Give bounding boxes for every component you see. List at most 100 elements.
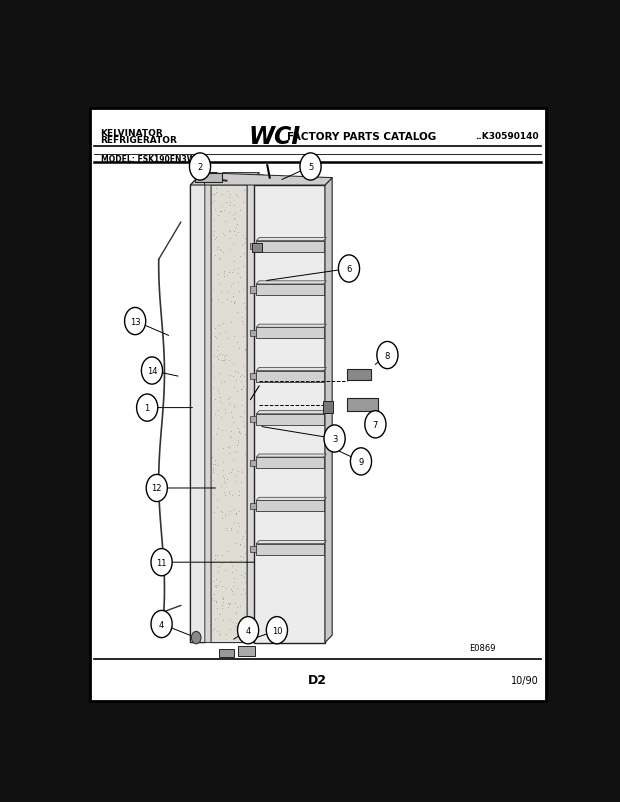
Point — [208, 431, 218, 444]
Point — [211, 573, 221, 585]
Point — [232, 436, 242, 449]
Text: 7: 7 — [373, 420, 378, 429]
Point — [226, 555, 236, 568]
Point — [234, 489, 244, 502]
Point — [224, 488, 234, 500]
Point — [232, 582, 242, 595]
Point — [233, 464, 243, 477]
Point — [237, 360, 247, 373]
Point — [220, 510, 230, 523]
Polygon shape — [202, 173, 332, 186]
Point — [210, 613, 220, 626]
Polygon shape — [325, 178, 332, 642]
Point — [208, 225, 218, 238]
Polygon shape — [247, 176, 264, 642]
Circle shape — [339, 256, 360, 283]
Polygon shape — [190, 173, 217, 642]
Point — [211, 183, 221, 196]
FancyBboxPatch shape — [347, 399, 378, 411]
Polygon shape — [256, 415, 324, 425]
Point — [240, 343, 250, 356]
Point — [218, 354, 228, 367]
Point — [225, 613, 235, 626]
Point — [219, 475, 229, 488]
Point — [239, 370, 249, 383]
Point — [229, 503, 239, 516]
Point — [221, 628, 231, 641]
Point — [213, 602, 223, 614]
Point — [218, 549, 228, 561]
Point — [228, 266, 237, 279]
Circle shape — [190, 154, 211, 180]
Point — [225, 232, 235, 245]
Point — [210, 330, 219, 343]
Point — [215, 608, 225, 621]
Polygon shape — [254, 178, 332, 186]
Point — [224, 354, 234, 367]
Point — [229, 296, 239, 309]
Polygon shape — [256, 455, 326, 457]
Point — [224, 598, 234, 611]
Point — [226, 295, 236, 308]
Point — [239, 541, 249, 553]
Point — [211, 596, 221, 609]
Point — [210, 393, 220, 406]
Point — [211, 232, 221, 245]
Point — [237, 196, 247, 209]
Point — [217, 296, 227, 309]
Point — [223, 597, 233, 610]
Point — [223, 286, 233, 299]
Point — [228, 371, 238, 383]
Point — [208, 458, 218, 471]
Point — [225, 439, 235, 452]
Polygon shape — [254, 186, 325, 642]
Text: FACTORY PARTS CATALOG: FACTORY PARTS CATALOG — [286, 132, 436, 141]
Point — [212, 350, 222, 363]
Point — [230, 366, 240, 379]
Point — [241, 273, 250, 286]
Point — [212, 244, 222, 257]
FancyBboxPatch shape — [252, 244, 262, 253]
FancyBboxPatch shape — [195, 174, 222, 183]
Point — [221, 581, 231, 594]
Point — [218, 464, 228, 476]
Point — [231, 565, 241, 577]
Point — [216, 397, 226, 410]
Point — [224, 266, 234, 279]
Point — [216, 411, 226, 424]
Text: 10/90: 10/90 — [511, 674, 539, 685]
Point — [232, 525, 242, 538]
Polygon shape — [249, 460, 256, 466]
Point — [231, 617, 241, 630]
Point — [215, 575, 225, 588]
Point — [213, 579, 223, 592]
Point — [213, 293, 223, 306]
Point — [225, 597, 235, 610]
Point — [234, 504, 244, 517]
Point — [236, 569, 246, 581]
Point — [228, 209, 237, 222]
Text: E0869: E0869 — [469, 643, 495, 652]
Point — [240, 302, 250, 314]
Point — [210, 249, 220, 262]
Point — [209, 594, 219, 607]
Point — [224, 206, 234, 219]
Point — [213, 565, 223, 577]
Polygon shape — [249, 546, 256, 553]
Polygon shape — [256, 500, 324, 512]
Text: 6: 6 — [347, 265, 352, 273]
Point — [208, 462, 218, 475]
Point — [226, 466, 236, 479]
Point — [216, 599, 226, 612]
Point — [236, 383, 246, 396]
Point — [217, 512, 227, 525]
Point — [241, 576, 250, 589]
Point — [229, 445, 239, 458]
Point — [228, 588, 238, 601]
Point — [240, 587, 250, 600]
Point — [228, 560, 237, 573]
Point — [218, 318, 228, 330]
Polygon shape — [211, 173, 259, 186]
Point — [239, 344, 249, 357]
Point — [218, 227, 228, 240]
